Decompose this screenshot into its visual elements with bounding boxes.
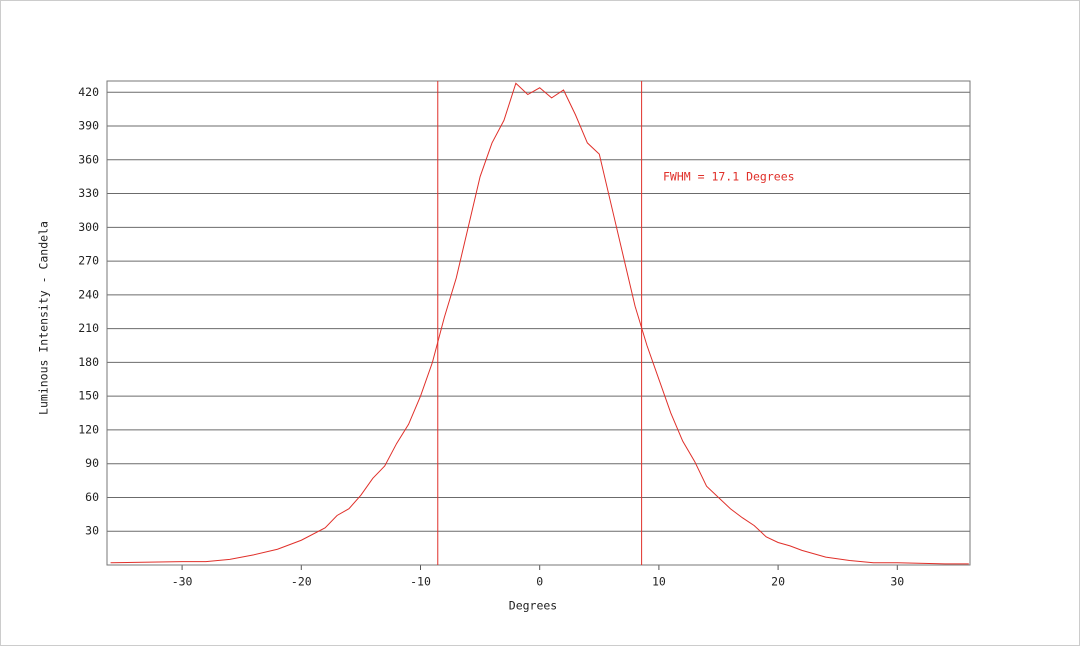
y-tick-label: 180 bbox=[78, 355, 99, 369]
y-tick-label: 360 bbox=[78, 152, 99, 166]
y-axis-label: Luminous Intensity - Candela bbox=[37, 221, 51, 415]
y-tick-label: 270 bbox=[78, 254, 99, 268]
y-tick-label: 120 bbox=[78, 422, 99, 436]
y-tick-label: 90 bbox=[85, 456, 99, 470]
x-tick-label: -30 bbox=[172, 575, 193, 589]
x-tick-label: 20 bbox=[771, 575, 785, 589]
y-tick-label: 30 bbox=[85, 524, 99, 538]
intensity-line bbox=[110, 82, 969, 565]
y-tick-label: 240 bbox=[78, 287, 99, 301]
x-tick-label: -20 bbox=[291, 575, 312, 589]
x-tick-label: 10 bbox=[652, 575, 666, 589]
annotation: FWHM = 17.1 Degrees bbox=[663, 170, 795, 184]
plot-border bbox=[106, 80, 971, 566]
y-tick-label: 150 bbox=[78, 389, 99, 403]
x-tick-label: 30 bbox=[890, 575, 904, 589]
y-tick-label: 330 bbox=[78, 186, 99, 200]
x-tick-label: 0 bbox=[536, 575, 543, 589]
y-tick-label: 300 bbox=[78, 220, 99, 234]
y-tick-label: 210 bbox=[78, 321, 99, 335]
y-tick-label: 390 bbox=[78, 119, 99, 133]
x-tick-label: -10 bbox=[410, 575, 431, 589]
y-tick-label: 60 bbox=[85, 490, 99, 504]
x-axis-label: Degrees bbox=[509, 599, 557, 613]
y-tick-label: 420 bbox=[78, 85, 99, 99]
